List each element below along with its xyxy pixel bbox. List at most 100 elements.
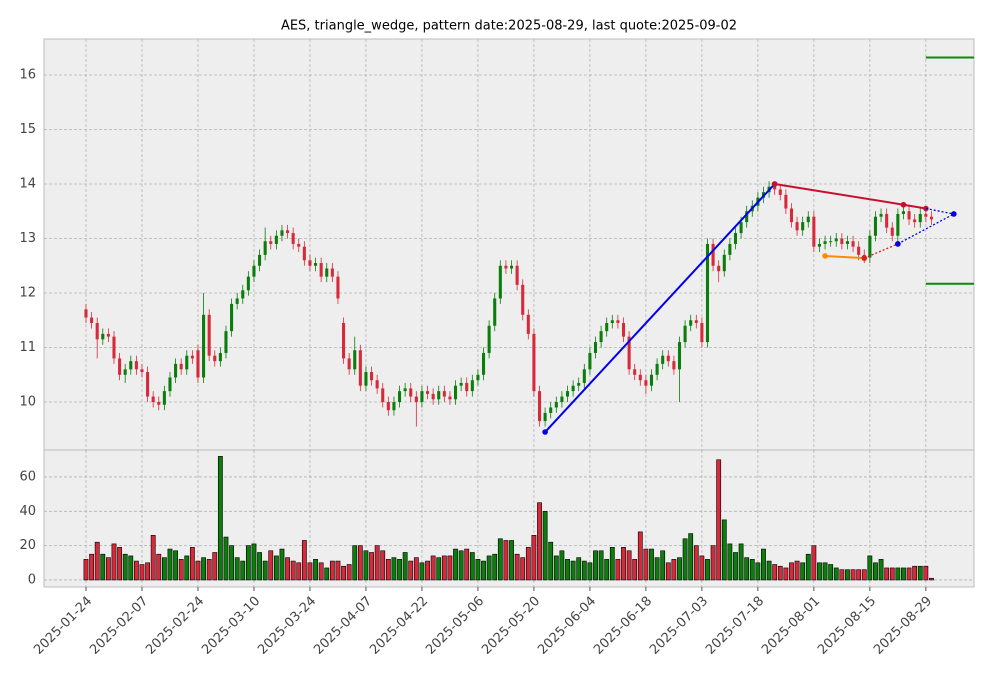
x-tick-label: 2025-06-18 (591, 594, 655, 658)
y-tick-label: 11 (19, 340, 36, 355)
pattern-point (900, 201, 907, 208)
volume-bar (856, 569, 862, 581)
candle-body (224, 331, 228, 353)
candle-body (218, 352, 222, 362)
candle-body (465, 382, 469, 392)
volume-bar (363, 550, 369, 581)
candle-body (515, 265, 519, 285)
candle-body (885, 213, 889, 228)
volume-bar (133, 560, 139, 581)
candle-body (689, 320, 693, 326)
x-tick-label: 2025-03-24 (255, 594, 319, 658)
volume-bar (537, 502, 542, 581)
candle-body (537, 391, 542, 422)
pattern-line (897, 213, 955, 245)
candle-body (890, 227, 894, 236)
candle-body (879, 213, 883, 217)
candle-body (274, 235, 278, 244)
volume-bar (212, 552, 218, 581)
volume-bar (335, 560, 341, 581)
volume-bar (402, 552, 408, 581)
volume-bar (929, 577, 934, 581)
candle-body (196, 350, 200, 378)
candle-body (789, 208, 794, 223)
volume-bar (671, 559, 677, 581)
volume-bar (738, 543, 744, 581)
volume-bar (660, 550, 666, 581)
volume-bar (262, 560, 268, 581)
candle-body (588, 352, 592, 370)
volume-bar (710, 545, 716, 581)
volume-bar (761, 548, 766, 581)
chart-title: AES, triangle_wedge, pattern date:2025-0… (281, 19, 737, 34)
volume-bar (654, 557, 660, 581)
volume-bar (867, 555, 873, 581)
candle-body (924, 213, 928, 217)
candle-body (207, 314, 211, 356)
volume-bar (257, 552, 262, 581)
candle-body (336, 276, 340, 299)
candle-body (722, 254, 726, 272)
volume-bar (301, 540, 307, 581)
candle-body (857, 246, 861, 255)
marks (83, 56, 974, 581)
volume-bar (845, 569, 850, 581)
candle-body (425, 391, 430, 394)
candle-body (370, 372, 374, 381)
candle-body (392, 402, 396, 411)
candle-body (179, 363, 183, 370)
volume-bar (128, 555, 134, 581)
candle-body (845, 241, 850, 244)
volume-bar (649, 548, 654, 581)
candle-body (381, 388, 385, 403)
volume-bar (441, 555, 447, 581)
candle-body (498, 265, 502, 299)
volume-bar (374, 545, 380, 581)
volume-bar (503, 540, 509, 581)
volume-bar (94, 541, 100, 581)
volume-bar (828, 564, 834, 581)
candle-body (801, 222, 805, 231)
volume-bar (721, 519, 727, 581)
volume-bar (475, 559, 481, 581)
candle-body (453, 385, 458, 400)
candle-body (493, 298, 497, 326)
candle-body (784, 194, 788, 209)
candle-body (554, 402, 558, 408)
volume-bar (817, 562, 822, 581)
volume-bar (156, 553, 162, 581)
candle-body (106, 333, 110, 337)
volume-bar (245, 545, 251, 581)
candle-body (481, 352, 486, 375)
volume-bar (548, 541, 554, 581)
volume-bar (749, 559, 755, 581)
volume-bar (637, 531, 643, 581)
volume-bar (341, 565, 346, 581)
y-tick-label: 13 (19, 231, 36, 246)
volume-bar (800, 562, 806, 581)
volume-bar (682, 538, 688, 581)
volume-bar (805, 553, 811, 581)
candle-body (571, 385, 575, 392)
volume-bar (117, 547, 122, 581)
volume-bar (716, 459, 722, 581)
x-tick-label: 2025-04-22 (367, 594, 431, 658)
candle-body (812, 216, 816, 247)
candle-body (263, 241, 267, 255)
candle-body (582, 369, 586, 383)
candle-body (672, 361, 676, 370)
candle-body (577, 382, 581, 386)
volume-bar (173, 550, 178, 581)
x-tick-label: 2025-08-01 (759, 594, 823, 658)
candle-body (627, 336, 631, 370)
candle-body (644, 380, 648, 386)
volume-bar (688, 533, 694, 581)
volume-bar (699, 555, 705, 581)
volume-bar (727, 543, 733, 581)
volume-bar (593, 550, 598, 581)
volume-bar (385, 559, 391, 581)
volume-bar (783, 567, 789, 581)
volume-bar (413, 557, 419, 581)
candle-body (252, 265, 256, 277)
candle-body (806, 216, 810, 223)
